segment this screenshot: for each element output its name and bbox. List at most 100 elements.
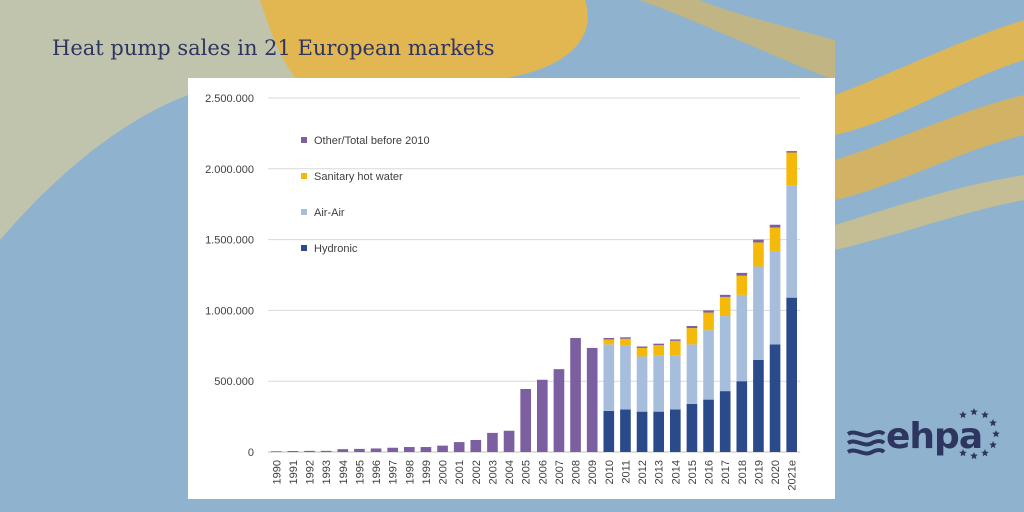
x-tick-label: 2014 (670, 460, 682, 484)
bar-other (536, 379, 548, 452)
x-tick-label: 1998 (404, 460, 416, 484)
x-tick-label: 2008 (571, 460, 583, 484)
chart-panel: 0 500.000 1.000.000 1.500.000 2.000.000 2.500… (188, 78, 835, 499)
bar-air_air (669, 355, 681, 410)
bar-other (719, 294, 731, 297)
bar-other (287, 451, 299, 452)
page-title: Heat pump sales in 21 European markets (52, 36, 495, 60)
bar-other (653, 343, 665, 346)
x-tick-label: 1990 (271, 460, 283, 484)
bar-hydronic (753, 359, 764, 452)
bar-other (420, 447, 432, 452)
x-tick-label: 2017 (720, 460, 732, 484)
bar-air_air (736, 294, 748, 382)
bar-other (703, 310, 714, 313)
bar-other (520, 388, 532, 452)
x-tick-label: 1991 (288, 460, 300, 484)
bar-other (337, 449, 349, 452)
bar-other (620, 337, 631, 339)
bar-hydronic (620, 409, 631, 452)
bar-air_air (653, 355, 665, 412)
bar-air_air (603, 344, 615, 411)
y-tick-label: 500.000 (214, 376, 254, 388)
star-icon (970, 452, 978, 460)
x-tick-label: 1993 (321, 460, 333, 484)
x-tick-label: 2013 (654, 460, 666, 484)
bar-hydronic (686, 403, 698, 452)
y-tick-label: 1.500.000 (205, 235, 254, 247)
bar-other (570, 338, 581, 452)
star-icon (970, 408, 978, 416)
bar-hydronic (736, 381, 748, 452)
bar-other (603, 338, 615, 340)
bar-sanitary (786, 152, 798, 186)
eu-stars-icon (959, 408, 1000, 460)
x-tick-label: 2020 (770, 460, 782, 484)
bar-air_air (703, 330, 714, 400)
star-icon (959, 449, 967, 457)
bar-air_air (636, 356, 648, 412)
x-tick-label: 2019 (753, 460, 765, 484)
legend-label-other: Other/Total before 2010 (314, 135, 430, 147)
bar-air_air (753, 266, 764, 360)
bar-sanitary (736, 275, 748, 295)
x-tick-label: 2004 (504, 460, 516, 484)
bar-hydronic (636, 411, 648, 452)
bar-hydronic (653, 411, 665, 452)
x-tick-label: 2002 (471, 460, 483, 484)
x-tick-label: 2000 (438, 460, 450, 484)
y-tick-label: 1.000.000 (205, 305, 254, 317)
logo-text: ehpa (886, 416, 983, 457)
bar-other (786, 151, 798, 153)
bar-other (669, 339, 681, 341)
x-tick-label: 2010 (604, 460, 616, 484)
x-tick-label: 1994 (338, 460, 350, 484)
bar-other (753, 239, 764, 243)
bar-sanitary (636, 347, 648, 357)
x-tick-label: 2005 (521, 460, 533, 484)
ehpa-logo: ehpa (846, 404, 1006, 474)
bar-sanitary (653, 345, 665, 356)
legend-swatch-hydronic (301, 245, 307, 251)
bar-hydronic (669, 409, 681, 452)
bar-other (320, 450, 332, 452)
bar-other (354, 448, 365, 452)
bar-air_air (769, 250, 781, 345)
bar-other (270, 451, 282, 452)
star-icon (989, 419, 997, 427)
bar-other (553, 369, 565, 452)
bar-other (686, 325, 698, 329)
x-tick-label: 2009 (587, 460, 599, 484)
x-tick-label: 2016 (704, 460, 716, 484)
x-tick-label: 2015 (687, 460, 699, 484)
star-icon (959, 410, 967, 419)
logo-waves-icon (846, 430, 886, 456)
x-tick-label: 2021e (787, 460, 799, 491)
bar-other (769, 224, 781, 228)
legend-label-air_air: Air-Air (314, 207, 345, 219)
bar-air_air (786, 185, 798, 298)
x-tick-label: 2001 (454, 460, 466, 484)
bar-other (470, 439, 482, 452)
legend-swatch-air_air (301, 209, 307, 215)
bar-sanitary (753, 242, 764, 267)
bar-other (387, 447, 399, 452)
x-tick-label: 1997 (388, 460, 400, 484)
bar-other (304, 450, 315, 452)
x-tick-label: 1992 (305, 460, 317, 484)
bar-air_air (620, 345, 631, 410)
x-tick-label: 2007 (554, 460, 566, 484)
x-tick-label: 1995 (354, 460, 366, 484)
x-tick-label: 1999 (421, 460, 433, 484)
x-tick-label: 2011 (620, 460, 632, 484)
bar-sanitary (669, 340, 681, 356)
legend-swatch-sanitary (301, 173, 307, 179)
x-tick-label: 2003 (487, 460, 499, 484)
bar-other (586, 347, 598, 452)
bar-other (503, 430, 515, 452)
bar-hydronic (703, 399, 714, 452)
x-tick-label: 2018 (737, 460, 749, 484)
star-icon (992, 430, 1000, 438)
star-icon (989, 441, 997, 449)
bar-sanitary (703, 312, 714, 331)
